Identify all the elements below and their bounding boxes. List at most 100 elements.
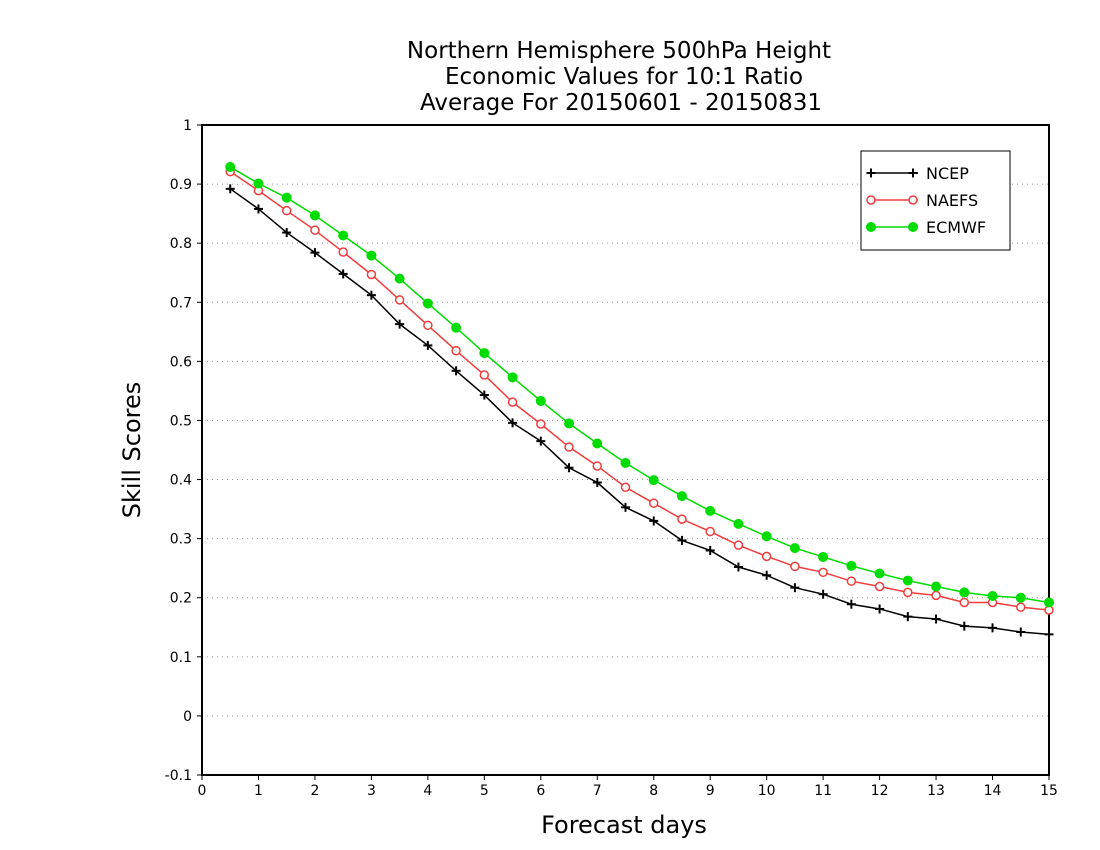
y-tick-label: 0.5 <box>170 413 192 429</box>
y-tick-label: 1 <box>183 118 192 134</box>
data-point-ncep <box>705 545 715 555</box>
legend: NCEP NAEFS ECMWF <box>860 150 1011 251</box>
data-point-ncep <box>395 319 405 329</box>
data-point-ecmwf <box>592 438 603 449</box>
data-point-ecmwf <box>648 475 659 486</box>
y-tick-label: 0.8 <box>170 236 192 252</box>
data-point-ecmwf <box>874 568 885 579</box>
data-point-ecmwf <box>733 518 744 529</box>
y-tick-label: 0.3 <box>170 532 192 548</box>
data-point-naefs <box>451 345 461 356</box>
data-point-ncep <box>875 604 885 614</box>
y-tick-label: 0.7 <box>170 295 192 311</box>
data-point-ncep <box>423 340 433 350</box>
plot-frame <box>201 124 1050 776</box>
data-point-naefs <box>281 205 292 216</box>
data-point-ecmwf <box>818 551 829 562</box>
legend-marker-ecmwf <box>866 222 876 232</box>
data-point-naefs <box>903 587 913 598</box>
data-point-ecmwf <box>676 491 687 502</box>
data-point-naefs <box>733 540 744 550</box>
x-tick-label: 10 <box>758 783 776 799</box>
data-point-naefs <box>564 442 574 452</box>
series-group <box>225 161 1054 639</box>
data-point-ncep <box>959 621 969 631</box>
data-point-ecmwf <box>479 348 490 359</box>
data-point-ncep <box>310 248 320 258</box>
x-tick-label: 4 <box>423 783 432 799</box>
data-point-naefs <box>620 482 631 492</box>
series-line-ncep <box>229 188 1050 636</box>
data-point-ncep <box>733 562 743 572</box>
data-point-ncep <box>225 184 235 194</box>
legend-marker-ncep <box>908 168 918 178</box>
data-point-ncep <box>592 478 602 487</box>
data-point-ecmwf <box>281 192 292 203</box>
chart-title: Northern Hemisphere 500hPa Height Econom… <box>407 38 831 116</box>
data-point-ecmwf <box>338 230 349 241</box>
data-point-ncep <box>621 502 630 512</box>
x-tick-label: 12 <box>871 783 889 799</box>
data-point-ncep <box>790 583 800 593</box>
data-point-naefs <box>931 590 941 601</box>
x-tick-label: 13 <box>927 783 945 799</box>
x-tick-label: 9 <box>706 783 715 799</box>
data-point-ncep <box>988 623 998 633</box>
x-tick-label: 14 <box>984 783 1002 799</box>
legend-label-ecmwf: ECMWF <box>926 218 986 237</box>
data-point-ecmwf <box>959 587 970 598</box>
data-point-naefs <box>705 526 715 537</box>
x-axis-label: Forecast days <box>541 811 707 839</box>
x-tick-label: 2 <box>310 783 319 799</box>
data-point-naefs <box>536 419 546 429</box>
data-point-ncep <box>677 535 687 545</box>
legend-label-naefs: NAEFS <box>926 191 978 210</box>
data-point-ecmwf <box>422 298 433 309</box>
data-point-ecmwf <box>225 161 236 172</box>
series-ecmwf <box>225 161 1054 608</box>
data-point-ecmwf <box>535 395 546 406</box>
x-tick-label: 6 <box>536 783 545 799</box>
data-point-naefs <box>677 514 687 524</box>
data-point-ecmwf <box>1044 597 1054 608</box>
data-point-ecmwf <box>789 543 800 554</box>
data-point-ecmwf <box>1015 592 1026 603</box>
data-point-ecmwf <box>253 178 264 189</box>
x-tick-label: 1 <box>254 783 263 799</box>
x-tick-label: 5 <box>480 783 489 799</box>
x-tick-label: 7 <box>593 783 602 799</box>
data-point-ncep <box>282 228 292 238</box>
data-point-naefs <box>394 295 405 305</box>
x-tick-label: 11 <box>814 783 832 799</box>
data-point-ncep <box>903 612 913 622</box>
x-tick-label: 3 <box>367 783 376 799</box>
data-point-ecmwf <box>394 273 405 284</box>
title-line-1: Northern Hemisphere 500hPa Height <box>407 38 831 64</box>
data-point-ncep <box>479 390 489 400</box>
legend-marker-naefs <box>908 195 918 205</box>
y-tick-label: 0.1 <box>170 650 192 666</box>
legend-marker-ncep <box>866 168 876 178</box>
data-point-naefs <box>648 498 659 508</box>
data-point-ncep <box>649 516 659 526</box>
data-point-ncep <box>536 436 546 446</box>
data-point-ecmwf <box>846 560 857 571</box>
data-point-ecmwf <box>507 372 518 383</box>
y-tick-label: 0.2 <box>170 591 192 607</box>
data-point-naefs <box>507 397 518 407</box>
data-point-ncep <box>818 589 828 599</box>
y-tick-label: 0.6 <box>170 354 192 370</box>
data-point-naefs <box>874 581 885 592</box>
y-axis-label: Skill Scores <box>118 382 146 519</box>
data-point-ncep <box>366 290 376 300</box>
data-point-ncep <box>931 614 941 624</box>
data-point-ecmwf <box>451 322 462 333</box>
title-line-3: Average For 20150601 - 20150831 <box>420 90 822 116</box>
data-point-ncep <box>846 599 856 609</box>
x-tick-label: 15 <box>1040 783 1058 799</box>
series-naefs <box>225 166 1054 615</box>
data-point-ncep <box>451 366 461 376</box>
legend-marker-ecmwf <box>908 222 918 232</box>
title-line-2: Economic Values for 10:1 Ratio <box>445 64 803 90</box>
